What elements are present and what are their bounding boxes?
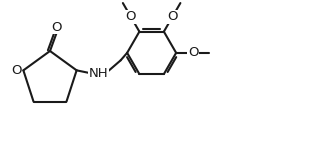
Text: O: O bbox=[167, 10, 178, 23]
Text: O: O bbox=[11, 64, 22, 77]
Text: O: O bbox=[52, 21, 62, 34]
Text: O: O bbox=[188, 46, 198, 59]
Text: O: O bbox=[126, 10, 136, 23]
Text: NH: NH bbox=[89, 67, 108, 80]
